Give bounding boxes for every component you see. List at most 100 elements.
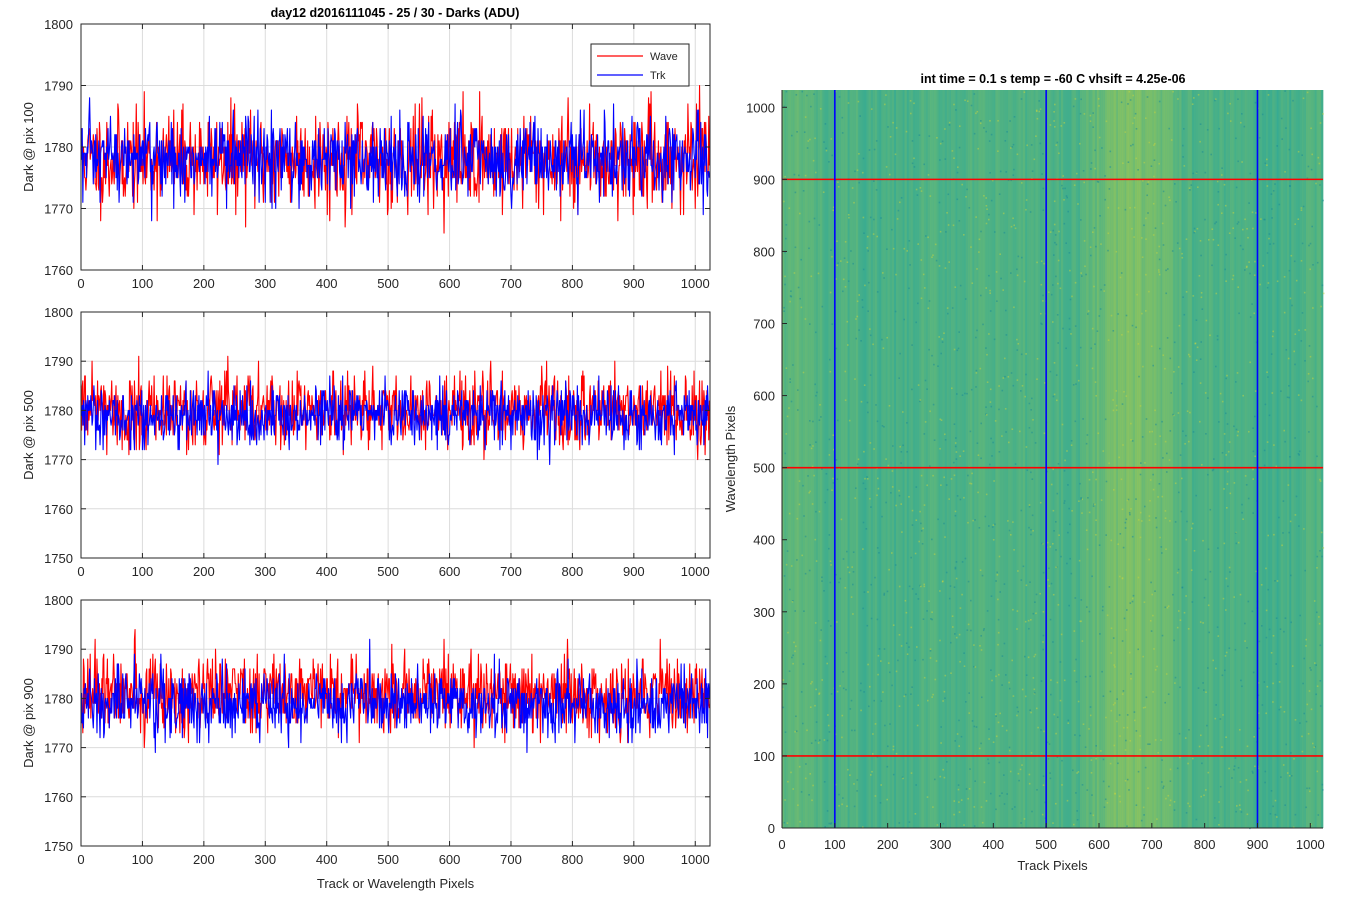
heatmap-speckle xyxy=(1066,450,1068,452)
heatmap-speckle xyxy=(1292,826,1295,829)
heatmap-speckle xyxy=(873,699,875,702)
heatmap-speckle xyxy=(811,465,814,468)
heatmap-speckle xyxy=(810,742,813,744)
heatmap-speckle xyxy=(798,765,801,768)
x-tick-label: 1000 xyxy=(681,276,710,291)
heatmap-speckle xyxy=(837,419,839,422)
heatmap-speckle xyxy=(1125,314,1128,317)
heatmap-speckle xyxy=(1225,736,1227,738)
heatmap-column xyxy=(1008,90,1011,828)
heatmap-speckle xyxy=(877,654,880,657)
heatmap-speckle xyxy=(1179,454,1182,456)
heatmap-speckle xyxy=(1063,470,1066,472)
heatmap-speckle xyxy=(1169,780,1172,782)
heatmap-column xyxy=(1251,90,1254,828)
heatmap-speckle xyxy=(1082,723,1085,725)
heatmap-speckle xyxy=(1169,199,1171,202)
heatmap-speckle xyxy=(903,247,906,250)
heatmap-column xyxy=(822,90,825,828)
heatmap-speckle xyxy=(1282,764,1285,766)
heatmap-speckle xyxy=(1025,353,1027,355)
heatmap-column xyxy=(1191,90,1195,828)
heatmap-speckle xyxy=(1120,101,1123,104)
heatmap-speckle xyxy=(1109,762,1112,765)
heatmap-column xyxy=(1259,90,1263,828)
heatmap-speckle xyxy=(1258,640,1261,643)
heatmap-speckle xyxy=(1188,440,1190,443)
heatmap-column xyxy=(1257,90,1260,828)
heatmap-speckle xyxy=(1244,218,1246,221)
heatmap-speckle xyxy=(1124,131,1127,133)
heatmap-speckle xyxy=(1237,541,1240,544)
heatmap-speckle xyxy=(836,240,838,242)
heatmap-speckle xyxy=(1134,719,1136,722)
heatmap-speckle xyxy=(1300,260,1303,262)
heatmap-speckle xyxy=(868,705,870,708)
heatmap-speckle xyxy=(1139,748,1142,751)
heatmap-speckle xyxy=(1162,190,1165,193)
heatmap-speckle xyxy=(819,639,822,642)
heatmap-speckle xyxy=(967,797,969,800)
heatmap-speckle xyxy=(1265,636,1268,639)
heatmap-speckle xyxy=(997,150,999,152)
heatmap-speckle xyxy=(1057,604,1060,606)
heatmap-speckle xyxy=(1225,412,1227,415)
heatmap-speckle xyxy=(806,94,808,97)
heatmap-speckle xyxy=(1048,567,1050,570)
heatmap-speckle xyxy=(1013,549,1015,551)
heatmap-speckle xyxy=(818,692,821,694)
heatmap-speckle xyxy=(1252,468,1254,471)
heatmap-column xyxy=(1124,90,1127,828)
y-tick-label: 1770 xyxy=(44,202,73,217)
heatmap-speckle xyxy=(1095,245,1097,248)
heatmap-speckle xyxy=(791,601,794,603)
heatmap-speckle xyxy=(1283,429,1285,432)
heatmap-speckle xyxy=(1046,541,1049,544)
heatmap-speckle xyxy=(1128,789,1130,791)
heatmap-speckle xyxy=(1154,111,1156,114)
heatmap-column xyxy=(936,90,939,828)
heatmap-column xyxy=(807,90,810,828)
heatmap-speckle xyxy=(945,571,948,574)
heatmap-speckle xyxy=(1195,818,1198,821)
y-tick-label: 1790 xyxy=(44,354,73,369)
heatmap-speckle xyxy=(1063,502,1066,504)
heatmap-speckle xyxy=(844,241,847,243)
heatmap-column xyxy=(1168,90,1172,828)
heatmap-column xyxy=(868,90,872,828)
heatmap-speckle xyxy=(827,724,830,727)
heatmap-speckle xyxy=(858,153,860,155)
heatmap-column xyxy=(811,90,815,828)
heatmap-speckle xyxy=(1107,206,1109,209)
heatmap-speckle xyxy=(799,820,801,823)
y-axis-label: Dark @ pix 900 xyxy=(21,678,36,768)
heatmap-speckle xyxy=(1040,260,1043,262)
heatmap-speckle xyxy=(1307,373,1310,375)
heatmap-speckle xyxy=(944,158,947,160)
heatmap-column xyxy=(849,90,853,828)
heatmap-speckle xyxy=(1090,254,1092,257)
heatmap-speckle xyxy=(891,486,894,488)
heatmap-speckle xyxy=(1063,222,1066,225)
heatmap-speckle xyxy=(990,199,993,202)
heatmap-speckle xyxy=(1264,770,1267,773)
heatmap-column xyxy=(1156,90,1159,828)
heatmap-speckle xyxy=(1307,165,1310,168)
heatmap-speckle xyxy=(911,162,914,165)
heatmap-speckle xyxy=(867,663,869,666)
heatmap-speckle xyxy=(1219,392,1222,395)
x-tick-label: 800 xyxy=(562,564,584,579)
heatmap-speckle xyxy=(1030,752,1033,754)
heatmap-speckle xyxy=(1217,244,1220,246)
heatmap-speckle xyxy=(1185,538,1188,541)
y-axis-label: Dark @ pix 500 xyxy=(21,390,36,480)
heatmap-speckle xyxy=(1223,433,1226,435)
heatmap-speckle xyxy=(867,310,869,312)
heatmap-speckle xyxy=(1237,98,1239,100)
heatmap-column xyxy=(826,90,829,828)
heatmap-column xyxy=(1246,90,1250,828)
heatmap-speckle xyxy=(878,648,881,650)
heatmap-speckle xyxy=(954,445,957,448)
heatmap-speckle xyxy=(1223,542,1226,545)
heatmap-speckle xyxy=(892,121,894,124)
